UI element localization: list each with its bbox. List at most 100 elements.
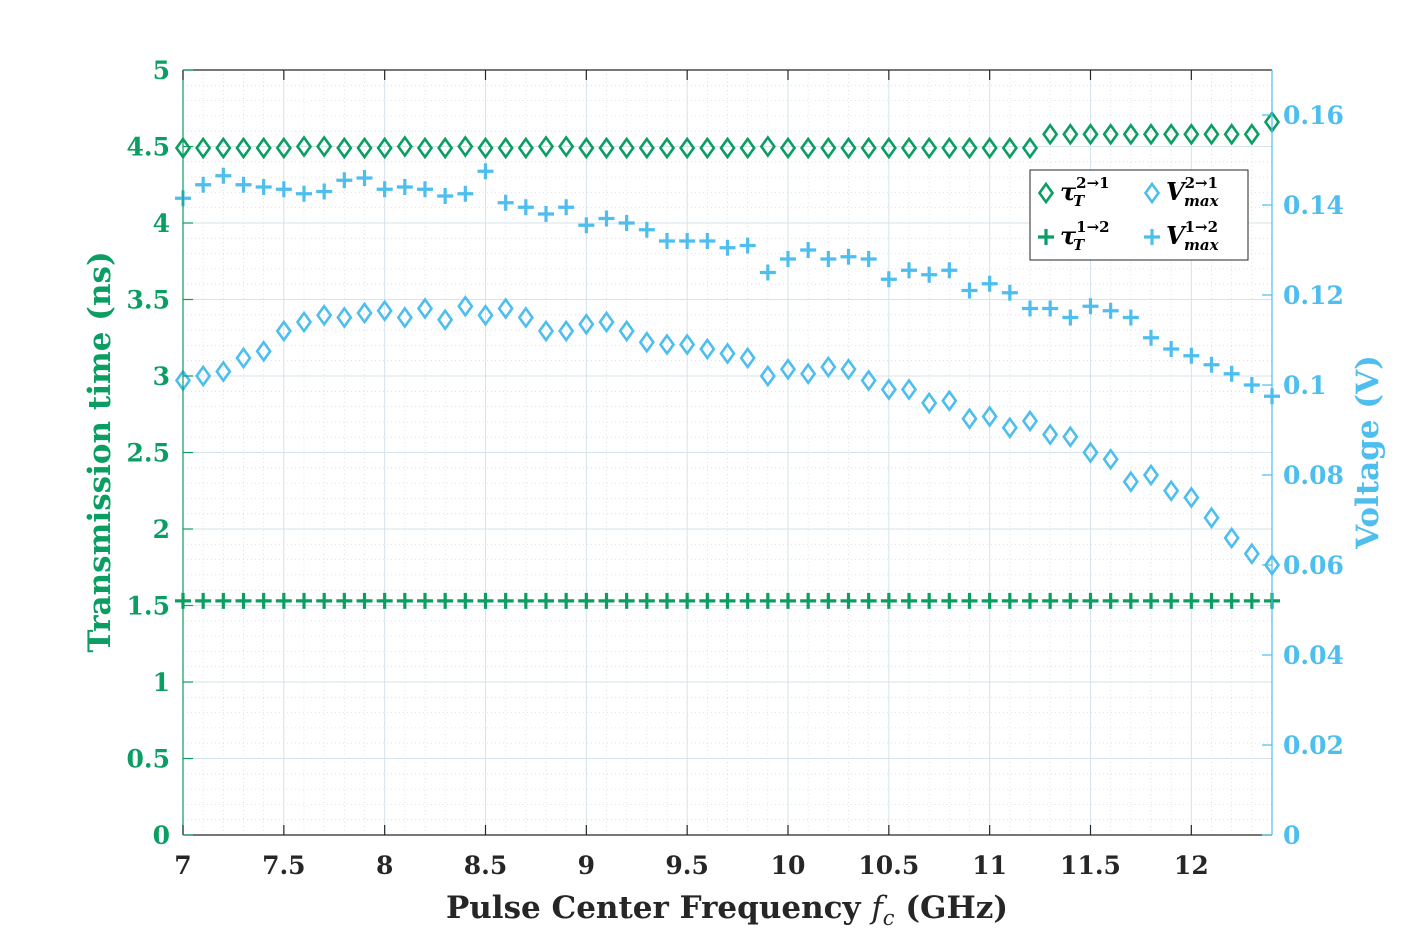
data-point-plus bbox=[1042, 592, 1059, 609]
data-point-plus bbox=[558, 592, 575, 609]
data-point-plus bbox=[195, 592, 212, 609]
x-tick-label: 10 bbox=[771, 851, 806, 880]
y-right-tick-label: 0.08 bbox=[1283, 461, 1344, 490]
data-point-diamond bbox=[1163, 479, 1180, 502]
data-point-diamond bbox=[719, 342, 736, 365]
data-point-diamond bbox=[961, 407, 978, 430]
data-point-plus bbox=[558, 199, 575, 216]
legend-label-sup: 2→1 bbox=[1185, 174, 1218, 192]
data-point-diamond bbox=[658, 136, 676, 160]
data-point-diamond bbox=[921, 391, 938, 415]
data-point-plus bbox=[275, 181, 292, 198]
data-point-plus bbox=[1022, 300, 1038, 317]
x-tick-label: 9.5 bbox=[665, 851, 709, 880]
y-right-tick-label: 0 bbox=[1283, 821, 1300, 850]
data-point-plus bbox=[941, 592, 958, 609]
data-point-plus bbox=[215, 167, 232, 184]
legend-label-sup: 1→2 bbox=[1185, 218, 1218, 236]
series-1 bbox=[175, 592, 1280, 609]
data-point-diamond bbox=[1223, 123, 1240, 146]
data-point-plus bbox=[659, 233, 675, 249]
data-point-diamond bbox=[699, 337, 716, 361]
x-tick-label: 7.5 bbox=[262, 851, 306, 880]
data-point-diamond bbox=[457, 295, 474, 318]
data-point-diamond bbox=[437, 308, 454, 331]
data-point-plus bbox=[1203, 356, 1220, 373]
data-point-plus bbox=[860, 251, 877, 267]
data-point-diamond bbox=[941, 136, 958, 160]
data-point-plus bbox=[195, 176, 212, 193]
data-point-diamond bbox=[316, 135, 333, 158]
data-point-diamond bbox=[235, 136, 252, 160]
data-point-diamond bbox=[1122, 470, 1139, 493]
data-point-plus bbox=[800, 242, 817, 258]
data-point-diamond bbox=[961, 136, 978, 160]
data-point-plus bbox=[215, 592, 232, 609]
y-left-tick-label: 1.5 bbox=[127, 592, 171, 621]
y-left-tick-label: 2 bbox=[153, 515, 170, 544]
data-point-diamond bbox=[719, 136, 736, 160]
data-point-plus bbox=[1223, 365, 1240, 382]
data-point-diamond bbox=[981, 136, 998, 160]
data-point-diamond bbox=[658, 333, 676, 356]
data-point-diamond bbox=[336, 306, 353, 329]
data-point-plus bbox=[235, 176, 252, 193]
data-point-diamond bbox=[416, 297, 434, 320]
data-point-diamond bbox=[235, 346, 252, 370]
series-0 bbox=[174, 110, 1281, 160]
legend-marker-diamond bbox=[1037, 181, 1055, 205]
data-point-plus bbox=[356, 170, 373, 186]
series-3 bbox=[175, 163, 1280, 405]
data-point-diamond bbox=[517, 136, 534, 160]
data-point-diamond bbox=[800, 362, 817, 385]
data-point-plus bbox=[1122, 592, 1139, 609]
data-point-plus bbox=[517, 592, 534, 609]
y-left-tick-label: 2.5 bbox=[127, 439, 171, 468]
data-point-plus bbox=[1203, 592, 1220, 609]
data-point-plus bbox=[457, 592, 474, 609]
y-left-axis-title: Transmission time (ns) bbox=[82, 251, 118, 652]
data-point-diamond bbox=[779, 358, 797, 381]
data-point-diamond bbox=[840, 358, 857, 381]
data-point-diamond bbox=[396, 135, 413, 158]
data-point-plus bbox=[1022, 592, 1038, 609]
data-point-plus bbox=[376, 592, 393, 609]
legend-label-base: τ bbox=[1060, 177, 1077, 206]
data-point-plus bbox=[497, 592, 514, 609]
x-axis-title-sub: c bbox=[883, 906, 895, 930]
data-point-diamond bbox=[215, 360, 232, 383]
series-2 bbox=[174, 295, 1281, 577]
data-point-diamond bbox=[699, 136, 716, 160]
data-point-diamond bbox=[840, 136, 857, 160]
legend-entry: V2→1 max bbox=[1143, 174, 1220, 210]
data-point-diamond bbox=[1062, 425, 1079, 448]
data-point-plus bbox=[638, 221, 655, 238]
data-point-diamond bbox=[820, 355, 837, 379]
data-point-plus bbox=[477, 592, 494, 609]
data-point-diamond bbox=[1021, 136, 1039, 160]
data-point-diamond bbox=[1142, 123, 1160, 146]
y-left-tick-label: 0 bbox=[153, 821, 170, 850]
data-point-plus bbox=[820, 592, 837, 609]
data-point-plus bbox=[880, 271, 897, 288]
data-point-diamond bbox=[941, 389, 958, 412]
data-point-diamond bbox=[558, 135, 575, 158]
data-point-plus bbox=[860, 592, 877, 609]
data-point-plus bbox=[376, 181, 393, 198]
data-point-diamond bbox=[880, 136, 897, 160]
data-point-diamond bbox=[275, 319, 292, 343]
data-point-diamond bbox=[1122, 123, 1139, 146]
data-point-diamond bbox=[578, 136, 595, 160]
data-point-plus bbox=[578, 592, 595, 609]
legend-label-sub: max bbox=[1184, 192, 1220, 210]
data-point-plus bbox=[618, 592, 635, 609]
data-point-plus bbox=[699, 233, 716, 249]
data-point-plus bbox=[719, 592, 736, 609]
data-point-diamond bbox=[1102, 123, 1119, 146]
data-point-plus bbox=[780, 251, 796, 267]
data-point-diamond bbox=[759, 135, 776, 158]
data-point-plus bbox=[921, 592, 938, 609]
data-point-plus bbox=[1163, 341, 1180, 357]
legend-marker-plus bbox=[1038, 229, 1054, 245]
legend-box bbox=[1029, 169, 1249, 261]
